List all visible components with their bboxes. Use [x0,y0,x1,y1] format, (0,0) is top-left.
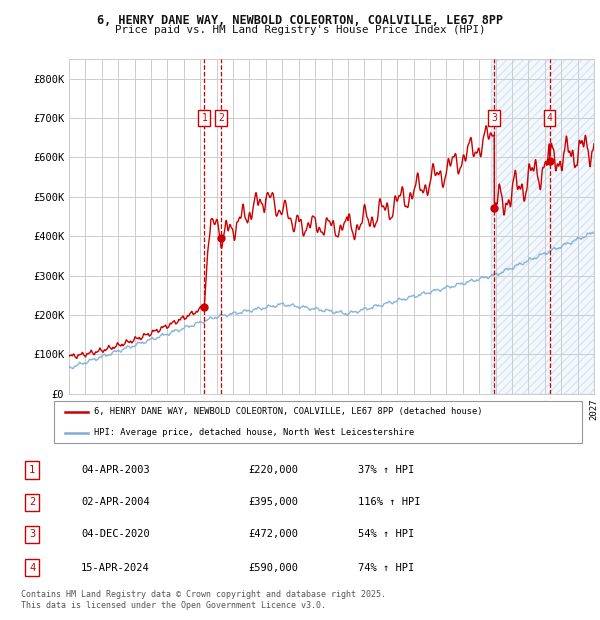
Text: 3: 3 [29,529,35,539]
Text: 1: 1 [29,465,35,475]
Text: £472,000: £472,000 [248,529,298,539]
Text: £590,000: £590,000 [248,563,298,573]
Text: 3: 3 [491,113,497,123]
Text: Price paid vs. HM Land Registry's House Price Index (HPI): Price paid vs. HM Land Registry's House … [115,25,485,35]
Text: 2: 2 [218,113,224,123]
Text: 6, HENRY DANE WAY, NEWBOLD COLEORTON, COALVILLE, LE67 8PP (detached house): 6, HENRY DANE WAY, NEWBOLD COLEORTON, CO… [94,407,482,416]
Text: £395,000: £395,000 [248,497,298,507]
Text: 116% ↑ HPI: 116% ↑ HPI [358,497,420,507]
Text: 37% ↑ HPI: 37% ↑ HPI [358,465,414,475]
Text: 2: 2 [29,497,35,507]
Text: 4: 4 [29,563,35,573]
Text: £220,000: £220,000 [248,465,298,475]
Text: 04-APR-2003: 04-APR-2003 [81,465,150,475]
Text: 1: 1 [202,113,207,123]
Text: 4: 4 [547,113,553,123]
Text: 02-APR-2004: 02-APR-2004 [81,497,150,507]
Text: 6, HENRY DANE WAY, NEWBOLD COLEORTON, COALVILLE, LE67 8PP: 6, HENRY DANE WAY, NEWBOLD COLEORTON, CO… [97,14,503,27]
Bar [491,59,594,394]
Bar [491,59,594,394]
Text: 04-DEC-2020: 04-DEC-2020 [81,529,150,539]
Text: 54% ↑ HPI: 54% ↑ HPI [358,529,414,539]
Text: Contains HM Land Registry data © Crown copyright and database right 2025.
This d: Contains HM Land Registry data © Crown c… [21,590,386,609]
Text: 74% ↑ HPI: 74% ↑ HPI [358,563,414,573]
Text: 15-APR-2024: 15-APR-2024 [81,563,150,573]
Text: HPI: Average price, detached house, North West Leicestershire: HPI: Average price, detached house, Nort… [94,428,414,437]
